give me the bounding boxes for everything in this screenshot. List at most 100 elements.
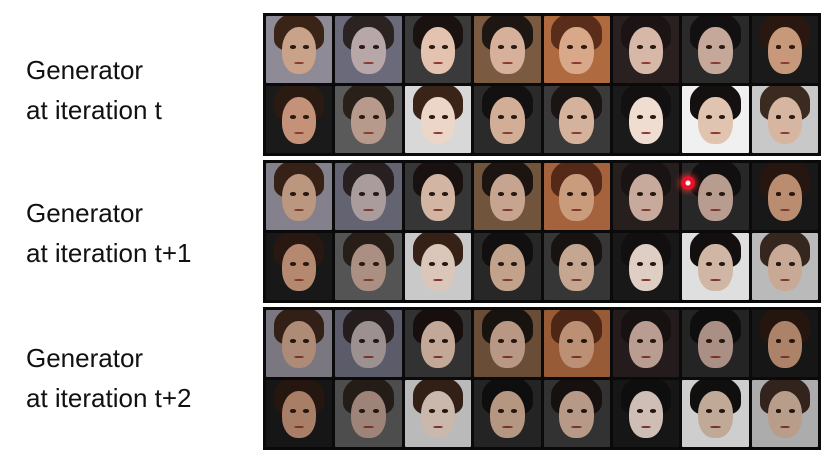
face-shape	[490, 243, 525, 291]
mouth-shape	[640, 208, 652, 212]
face-shape	[628, 26, 664, 74]
eye-shape	[775, 115, 782, 119]
face-shape	[490, 173, 525, 221]
eye-shape	[511, 262, 518, 266]
face-shape	[698, 173, 733, 221]
eye-shape	[775, 262, 782, 266]
eye-shape	[498, 45, 504, 49]
face-image	[404, 380, 472, 447]
face-shape	[698, 243, 733, 291]
eye-shape	[441, 45, 448, 49]
eye-shape	[567, 262, 574, 266]
eye-shape	[498, 262, 504, 266]
eye-shape	[636, 339, 643, 343]
row-label-line1: Generator	[26, 343, 144, 373]
eye-shape	[580, 262, 587, 266]
eye-shape	[428, 409, 435, 413]
eye-shape	[788, 45, 795, 49]
face-image	[266, 163, 333, 230]
row-label-line2: at iteration t+1	[26, 238, 192, 268]
face-shape	[559, 173, 594, 221]
face-shape	[628, 173, 664, 221]
eye-shape	[511, 115, 518, 119]
mouth-shape	[502, 355, 513, 359]
eye-shape	[303, 192, 310, 196]
face-image	[612, 233, 680, 300]
face-image	[682, 310, 749, 377]
eye-shape	[289, 192, 296, 196]
face-image	[404, 86, 472, 153]
eye-shape	[650, 192, 656, 196]
eye-shape	[498, 409, 504, 413]
row-label-line2: at iteration t	[26, 95, 162, 125]
eye-shape	[359, 192, 366, 196]
face-shape	[698, 320, 733, 368]
eye-shape	[580, 192, 587, 196]
eye-shape	[511, 192, 518, 196]
eye-shape	[580, 45, 587, 49]
eye-shape	[372, 192, 379, 196]
eye-shape	[719, 115, 726, 119]
mouth-shape	[502, 61, 513, 65]
face-shape	[420, 96, 456, 144]
mouth-shape	[710, 131, 721, 135]
face-shape	[628, 320, 664, 368]
face-image	[612, 310, 680, 377]
mouth-shape	[779, 425, 791, 429]
mouth-shape	[779, 278, 791, 282]
face-grid-iteration-t-plus-2	[263, 307, 821, 450]
face-image	[335, 233, 402, 300]
eye-shape	[372, 262, 379, 266]
eye-shape	[719, 192, 726, 196]
eye-shape	[650, 115, 656, 119]
eye-shape	[441, 339, 448, 343]
mouth-shape	[779, 131, 791, 135]
face-image	[474, 380, 541, 447]
face-image	[335, 380, 402, 447]
face-image	[751, 233, 818, 300]
mouth-shape	[363, 278, 374, 282]
face-shape	[420, 173, 456, 221]
mouth-shape	[571, 208, 582, 212]
mouth-shape	[640, 425, 652, 429]
mouth-shape	[363, 425, 374, 429]
mouth-shape	[363, 61, 374, 65]
eye-shape	[706, 409, 713, 413]
face-shape	[281, 96, 317, 144]
face-image	[404, 163, 472, 230]
face-image	[612, 86, 680, 153]
eye-shape	[567, 409, 574, 413]
mouth-shape	[432, 208, 444, 212]
face-image	[543, 310, 610, 377]
face-shape	[559, 243, 594, 291]
face-image	[266, 16, 333, 83]
face-image	[404, 310, 472, 377]
eye-shape	[428, 115, 435, 119]
mouth-shape	[640, 355, 652, 359]
eye-shape	[775, 192, 782, 196]
eye-shape	[580, 339, 587, 343]
eye-shape	[567, 115, 574, 119]
eye-shape	[428, 262, 435, 266]
mouth-shape	[293, 61, 305, 65]
face-shape	[559, 320, 594, 368]
face-shape	[281, 390, 317, 438]
mouth-shape	[432, 355, 444, 359]
eye-shape	[636, 409, 643, 413]
face-image	[335, 163, 402, 230]
eye-shape	[719, 339, 726, 343]
mouth-shape	[502, 425, 513, 429]
mouth-shape	[432, 61, 444, 65]
mouth-shape	[363, 355, 374, 359]
eye-shape	[706, 192, 713, 196]
face-image	[543, 233, 610, 300]
mouth-shape	[710, 425, 721, 429]
row-label-t: Generator at iteration t	[26, 50, 162, 130]
eye-shape	[580, 409, 587, 413]
face-image	[543, 380, 610, 447]
eye-shape	[567, 45, 574, 49]
face-shape	[559, 26, 594, 74]
mouth-shape	[293, 208, 305, 212]
face-shape	[767, 390, 803, 438]
face-shape	[420, 390, 456, 438]
